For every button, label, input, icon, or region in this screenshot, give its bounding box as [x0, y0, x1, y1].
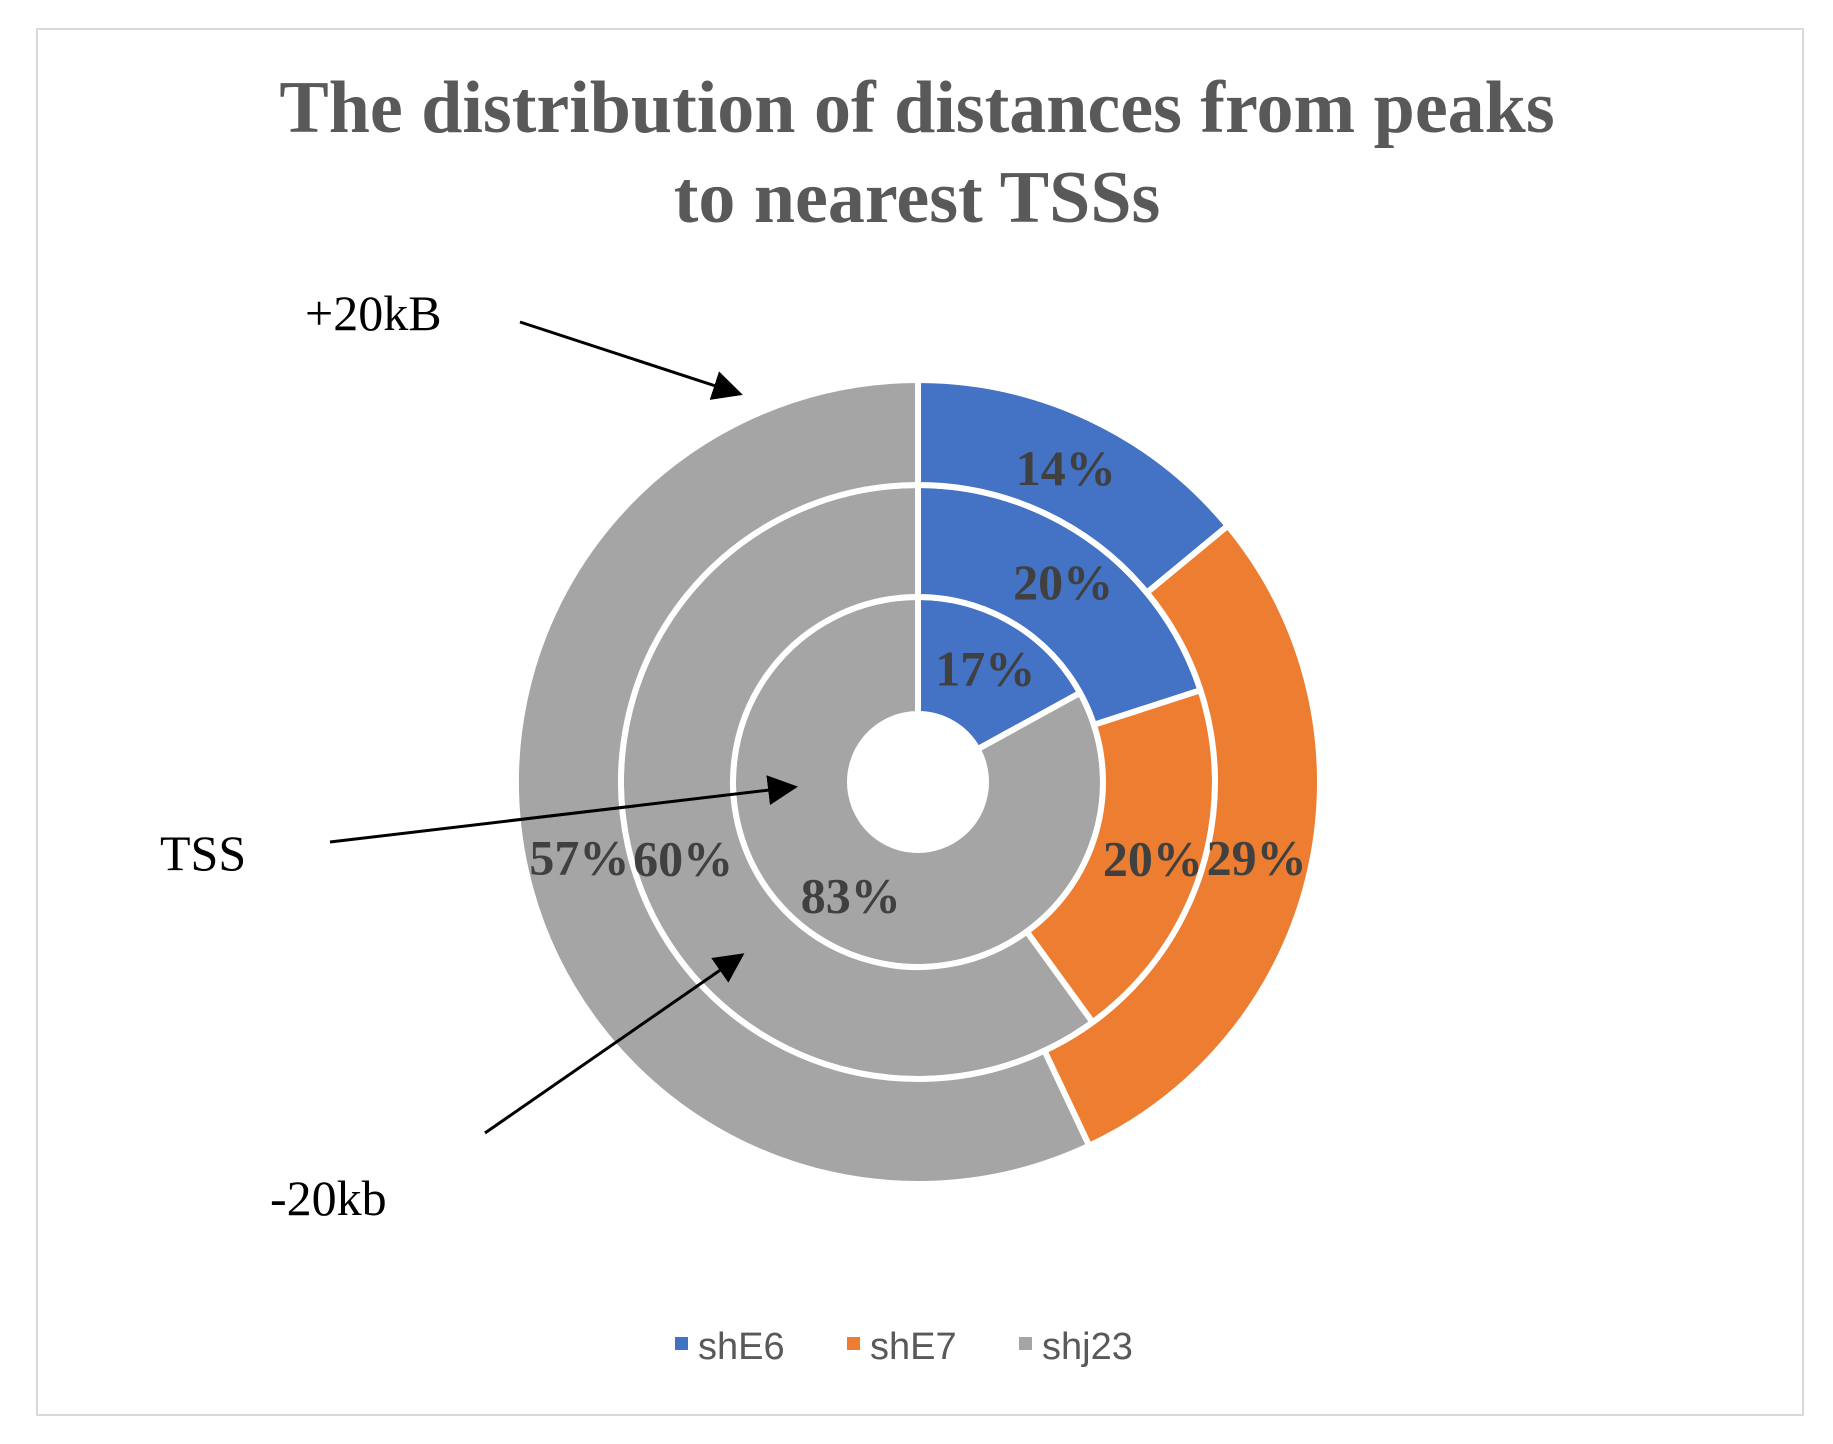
chart-title-line-2: to nearest TSSs [674, 157, 1161, 239]
label-middle-she6: 20% [1013, 554, 1113, 610]
legend-swatch-she7 [847, 1337, 860, 1350]
legend-label-she7: shE7 [870, 1326, 957, 1368]
ring-labels-group: 17% 83% 20% 20% 60% 14% 29% 57% [529, 440, 1306, 924]
label-outer-she7: 29% [1207, 830, 1307, 886]
slice-outer-shj23 [513, 376, 1094, 1187]
annotation-tss: TSS [160, 825, 246, 881]
label-outer-she6: 14% [1016, 440, 1116, 496]
chart-title-line-1: The distribution of distances from peaks [279, 67, 1554, 149]
label-outer-shj23: 57% [529, 830, 629, 886]
annotation-arrow-minus20kb [484, 953, 745, 1135]
legend: shE6 shE7 shj23 [675, 1326, 1133, 1368]
label-middle-she7: 20% [1103, 830, 1203, 886]
label-inner-she6: 17% [935, 640, 1035, 696]
annotation-plus20kb: +20kB [305, 285, 442, 341]
label-inner-shj23: 83% [801, 868, 901, 924]
legend-swatch-she6 [675, 1337, 688, 1350]
rings-group [513, 376, 1323, 1187]
legend-label-shj23: shj23 [1042, 1326, 1133, 1368]
slice-outer-she7 [1040, 521, 1323, 1150]
annotation-minus20kb: -20kb [270, 1170, 387, 1226]
annotation-arrow-tss [329, 775, 798, 844]
legend-label-she6: shE6 [698, 1326, 785, 1368]
annotation-arrow-plus20kb [519, 320, 743, 400]
label-middle-shj23: 60% [633, 830, 733, 886]
legend-swatch-shj23 [1019, 1337, 1032, 1350]
